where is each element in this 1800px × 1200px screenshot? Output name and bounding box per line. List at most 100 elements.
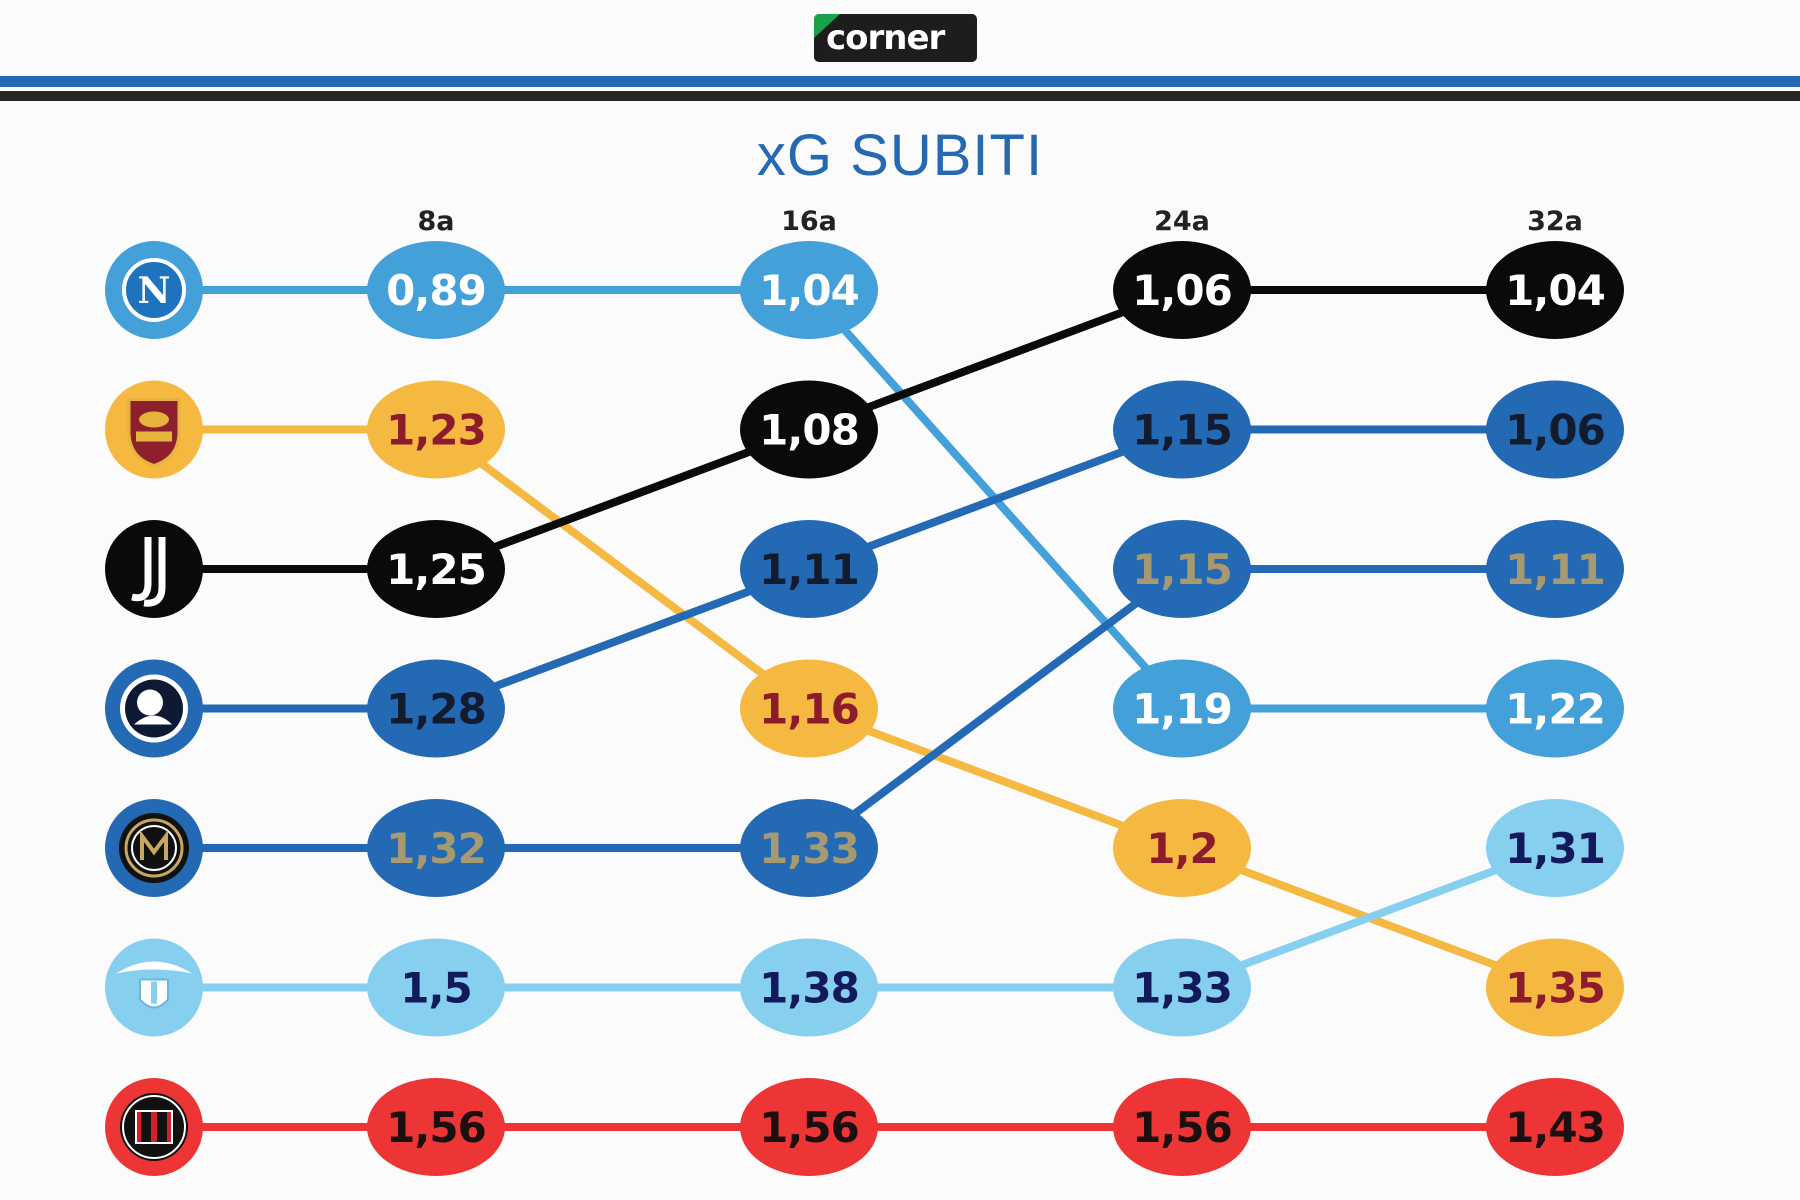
data-label-napoli-8a: 0,89 (386, 266, 486, 315)
marker-ellipse-roma-16a (740, 659, 878, 758)
header-band-gap (0, 87, 1800, 91)
data-label-juventus-32a: 1,04 (1505, 266, 1605, 315)
marker-atalanta-16a: 1,11 (740, 520, 878, 618)
data-label-napoli-16a: 1,04 (759, 266, 859, 315)
marker-ellipse-roma-8a (367, 380, 505, 479)
marker-ellipse-atalanta-32a (1486, 380, 1624, 479)
team-badges: N (105, 241, 203, 1176)
marker-ellipse-inter-16a (740, 799, 878, 897)
data-label-roma-32a: 1,35 (1505, 964, 1605, 1013)
data-label-atalanta-16a: 1,11 (759, 545, 859, 594)
marker-lazio-16a: 1,38 (740, 938, 878, 1037)
marker-inter-8a: 1,32 (367, 799, 505, 897)
data-label-lazio-32a: 1,31 (1505, 824, 1605, 873)
marker-ellipse-milan-16a (740, 1078, 878, 1176)
marker-ellipse-lazio-24a (1113, 938, 1251, 1037)
marker-juventus-8a: 1,25 (367, 520, 505, 618)
marker-ellipse-roma-24a (1113, 799, 1251, 897)
marker-ellipse-napoli-32a (1486, 659, 1624, 758)
data-label-milan-8a: 1,56 (386, 1103, 486, 1152)
corner-logo: corner (814, 14, 977, 62)
marker-milan-8a: 1,56 (367, 1078, 505, 1176)
data-label-inter-16a: 1,33 (759, 824, 859, 873)
data-label-juventus-8a: 1,25 (386, 545, 486, 594)
atalanta-badge-icon (105, 659, 203, 758)
marker-milan-16a: 1,56 (740, 1078, 878, 1176)
data-label-atalanta-24a: 1,15 (1132, 406, 1232, 455)
value-markers: 0,89 1,04 1,19 1,22 1,23 1,16 1,2 1,35 1,25 1,08 1… (367, 241, 1624, 1176)
napoli-badge-icon: N (105, 241, 203, 339)
marker-inter-16a: 1,33 (740, 799, 878, 897)
marker-juventus-24a: 1,06 (1113, 241, 1251, 339)
marker-juventus-32a: 1,04 (1486, 241, 1624, 339)
data-label-napoli-24a: 1,19 (1132, 685, 1232, 734)
marker-ellipse-juventus-24a (1113, 241, 1251, 339)
marker-ellipse-milan-32a (1486, 1078, 1624, 1176)
marker-ellipse-atalanta-24a (1113, 380, 1251, 479)
marker-atalanta-32a: 1,06 (1486, 380, 1624, 479)
chart-title: xG SUBITI (756, 123, 1044, 188)
marker-atalanta-8a: 1,28 (367, 659, 505, 758)
column-header-16a: 16a (781, 206, 837, 237)
data-label-milan-32a: 1,43 (1505, 1103, 1605, 1152)
marker-roma-32a: 1,35 (1486, 938, 1624, 1037)
data-label-lazio-8a: 1,5 (400, 964, 471, 1013)
marker-ellipse-inter-32a (1486, 520, 1624, 618)
marker-napoli-32a: 1,22 (1486, 659, 1624, 758)
inter-badge-icon (105, 799, 203, 897)
column-headers: 8a 16a 24a 32a (417, 206, 1582, 237)
marker-inter-32a: 1,11 (1486, 520, 1624, 618)
data-label-atalanta-32a: 1,06 (1505, 406, 1605, 455)
data-label-milan-24a: 1,56 (1132, 1103, 1232, 1152)
marker-atalanta-24a: 1,15 (1113, 380, 1251, 479)
marker-ellipse-lazio-16a (740, 938, 878, 1037)
data-label-inter-8a: 1,32 (386, 824, 486, 873)
data-label-roma-8a: 1,23 (386, 406, 486, 455)
marker-ellipse-milan-24a (1113, 1078, 1251, 1176)
milan-badge-icon (105, 1078, 203, 1176)
marker-ellipse-juventus-16a (740, 380, 878, 479)
marker-ellipse-juventus-8a (367, 520, 505, 618)
marker-ellipse-atalanta-8a (367, 659, 505, 758)
marker-milan-32a: 1,43 (1486, 1078, 1624, 1176)
column-header-8a: 8a (417, 206, 454, 237)
marker-ellipse-juventus-32a (1486, 241, 1624, 339)
marker-inter-24a: 1,15 (1113, 520, 1251, 618)
data-label-napoli-32a: 1,22 (1505, 685, 1605, 734)
roma-badge-icon (105, 380, 203, 479)
marker-ellipse-napoli-16a (740, 241, 878, 339)
marker-ellipse-napoli-24a (1113, 659, 1251, 758)
svg-text:N: N (138, 270, 171, 312)
marker-ellipse-milan-8a (367, 1078, 505, 1176)
data-label-roma-16a: 1,16 (759, 685, 859, 734)
data-label-juventus-24a: 1,06 (1132, 266, 1232, 315)
data-label-inter-24a: 1,15 (1132, 545, 1232, 594)
marker-roma-16a: 1,16 (740, 659, 878, 758)
data-label-inter-32a: 1,11 (1505, 545, 1605, 594)
marker-ellipse-inter-24a (1113, 520, 1251, 618)
marker-lazio-8a: 1,5 (367, 938, 505, 1037)
marker-ellipse-roma-32a (1486, 938, 1624, 1037)
series-line-napoli (150, 286, 1559, 713)
data-label-atalanta-8a: 1,28 (386, 685, 486, 734)
lazio-badge-icon (105, 938, 203, 1037)
marker-napoli-16a: 1,04 (740, 241, 878, 339)
marker-roma-24a: 1,2 (1113, 799, 1251, 897)
marker-lazio-32a: 1,31 (1486, 799, 1624, 897)
juventus-badge-icon (105, 520, 203, 618)
header-band-dark (0, 91, 1800, 101)
header-band-blue (0, 76, 1800, 87)
marker-napoli-24a: 1,19 (1113, 659, 1251, 758)
marker-ellipse-lazio-8a (367, 938, 505, 1037)
marker-ellipse-lazio-32a (1486, 799, 1624, 897)
data-label-juventus-16a: 1,08 (759, 406, 859, 455)
marker-lazio-24a: 1,33 (1113, 938, 1251, 1037)
data-label-milan-16a: 1,56 (759, 1103, 859, 1152)
marker-ellipse-napoli-8a (367, 241, 505, 339)
corner-logo-text: corner (826, 18, 945, 58)
data-label-roma-24a: 1,2 (1146, 824, 1217, 873)
marker-juventus-16a: 1,08 (740, 380, 878, 479)
marker-ellipse-inter-8a (367, 799, 505, 897)
